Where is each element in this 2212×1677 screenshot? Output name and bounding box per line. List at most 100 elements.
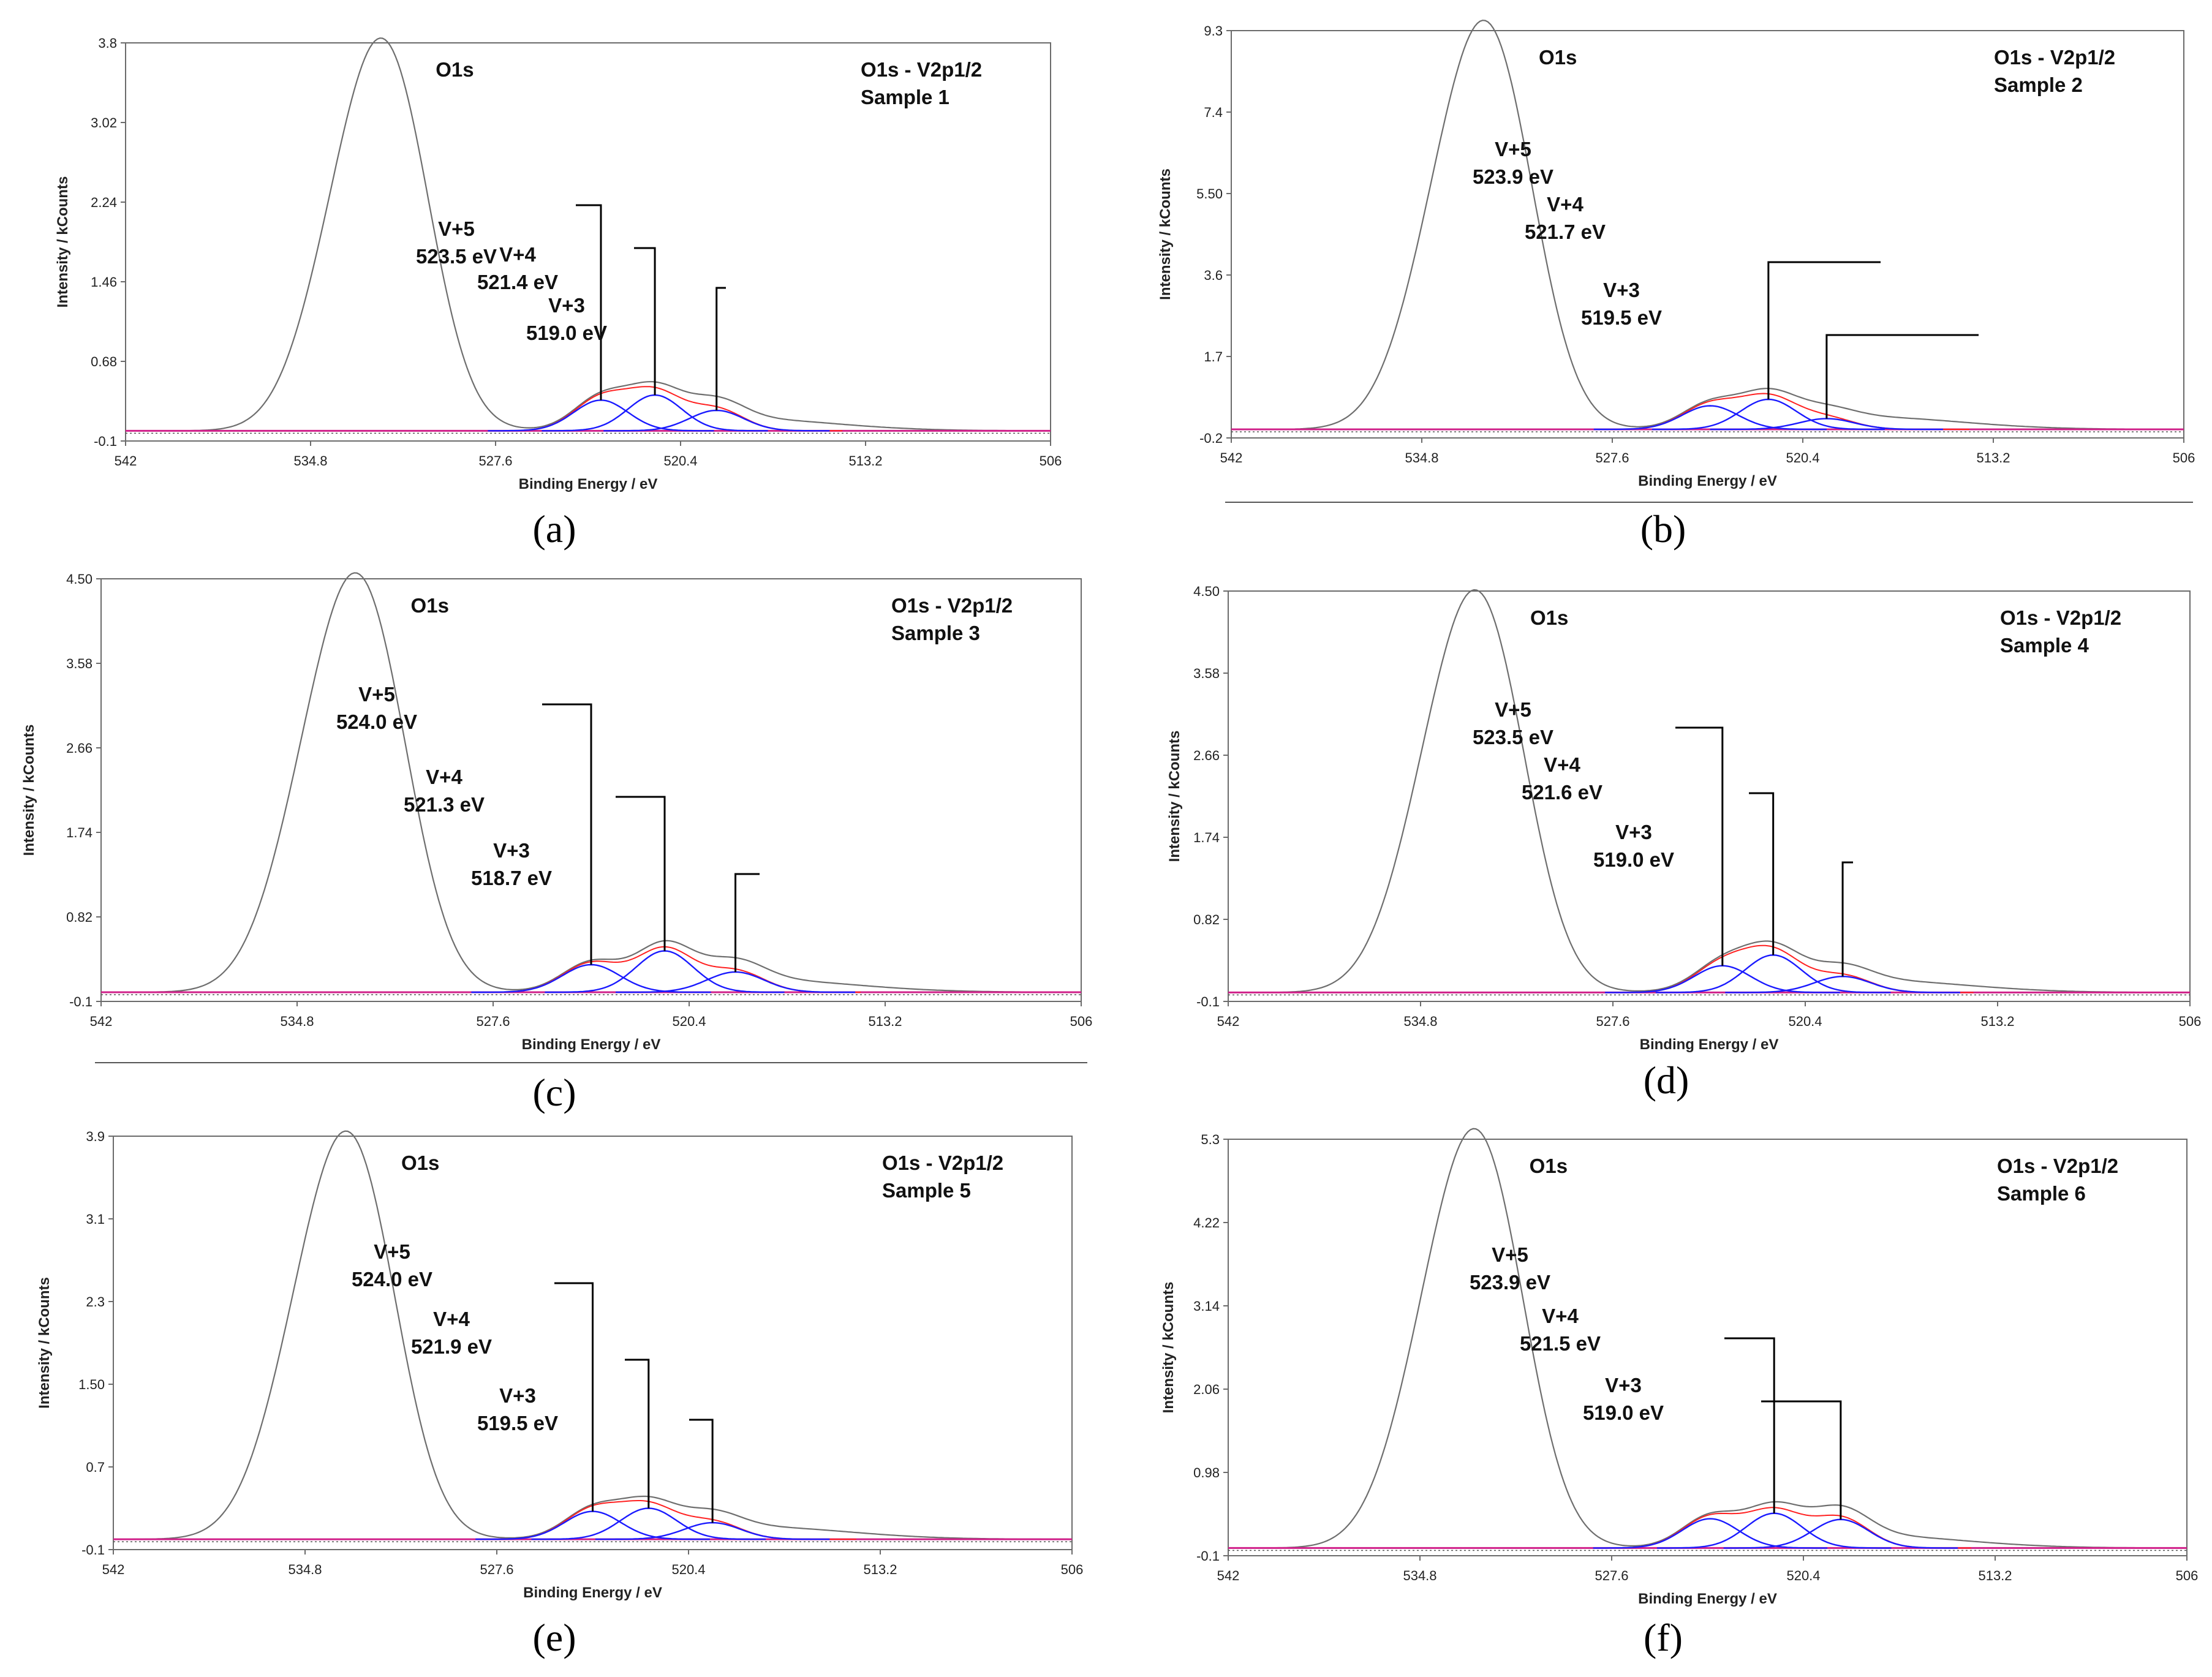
- sample-label: Sample 3: [891, 622, 980, 644]
- energy-label: 524.0 eV: [352, 1268, 432, 1291]
- panel-label: (c): [532, 1071, 576, 1114]
- x-tick-label: 542: [1217, 1568, 1240, 1583]
- panel-label: (b): [1640, 507, 1686, 551]
- o1s-label: O1s: [401, 1151, 439, 1174]
- x-axis-title: Binding Energy / eV: [1638, 473, 1777, 489]
- x-tick-label: 527.6: [476, 1014, 510, 1029]
- species-label: V+5: [1495, 698, 1531, 721]
- box-title: O1s - V2p1/2: [861, 58, 982, 81]
- o1s-label: O1s: [1539, 46, 1577, 69]
- x-tick-label: 542: [1217, 1014, 1240, 1029]
- y-tick-label: 0.82: [1193, 912, 1220, 927]
- y-tick-label: 3.8: [98, 36, 117, 51]
- x-tick-label: 527.6: [1595, 1568, 1628, 1583]
- y-tick-label: 2.66: [66, 741, 92, 756]
- sample-label: Sample 4: [2000, 634, 2089, 657]
- y-tick-label: 3.6: [1204, 268, 1223, 283]
- energy-label: 523.5 eV: [1473, 726, 1553, 748]
- x-tick-label: 506: [2173, 450, 2195, 465]
- species-label: V+3: [548, 294, 585, 317]
- energy-label: 523.9 eV: [1470, 1271, 1550, 1294]
- species-label: V+3: [1615, 821, 1652, 843]
- panel-c: -0.10.821.742.663.584.50542 534.8 527.6 520…: [21, 571, 1092, 1114]
- x-axis-title: Binding Energy / eV: [1638, 1591, 1777, 1607]
- y-tick-label: 3.58: [1193, 666, 1220, 681]
- box-title: O1s - V2p1/2: [882, 1151, 1003, 1174]
- species-label: V+5: [374, 1240, 410, 1263]
- x-axis-title: Binding Energy / eV: [1640, 1036, 1779, 1053]
- y-axis-title: Intensity / kCounts: [36, 1277, 53, 1409]
- y-tick-label: 4.22: [1193, 1215, 1220, 1230]
- x-tick-label: 506: [1070, 1014, 1093, 1029]
- x-tick-label: 506: [1040, 453, 1062, 469]
- x-tick-label: 534.8: [280, 1014, 314, 1029]
- y-tick-label: -0.1: [94, 434, 117, 449]
- o1s-label: O1s: [436, 58, 474, 81]
- species-label: V+3: [499, 1384, 536, 1407]
- y-tick-label: 3.02: [91, 115, 117, 130]
- energy-label: 524.0 eV: [336, 710, 417, 733]
- x-tick-label: 542: [90, 1014, 113, 1029]
- y-tick-label: 4.50: [1193, 584, 1220, 599]
- energy-label: 519.0 eV: [1593, 848, 1674, 871]
- panel-a: -0.10.681.462.243.023.8542 534.8 527.6 520.…: [55, 36, 1062, 551]
- y-tick-label: 1.74: [1193, 830, 1220, 845]
- x-tick-label: 513.2: [848, 453, 882, 469]
- y-tick-label: 3.9: [86, 1129, 105, 1144]
- box-title: O1s - V2p1/2: [891, 594, 1013, 617]
- y-tick-label: -0.1: [69, 994, 92, 1009]
- panel-f: -0.1 0.98 2.06 3.14 4.22 5.3 542 534.8 527.6 520.…: [1160, 1129, 2198, 1659]
- species-label: V+5: [358, 683, 395, 706]
- sample-label: Sample 5: [882, 1179, 971, 1202]
- energy-label: 518.7 eV: [471, 867, 552, 889]
- y-tick-label: 0.82: [66, 910, 92, 925]
- y-tick-label: 3.1: [86, 1212, 105, 1227]
- x-tick-label: 534.8: [1405, 450, 1438, 465]
- energy-label: 521.9 eV: [411, 1335, 492, 1358]
- x-tick-label: 520.4: [671, 1562, 705, 1577]
- species-label: V+4: [1544, 753, 1580, 776]
- y-axis-title: Intensity / kCounts: [1160, 1282, 1177, 1414]
- y-tick-label: 2.06: [1193, 1382, 1220, 1397]
- x-tick-label: 506: [2176, 1568, 2199, 1583]
- species-label: V+5: [438, 217, 475, 240]
- y-tick-label: 0.98: [1193, 1465, 1220, 1480]
- panel-label: (e): [532, 1616, 576, 1659]
- y-tick-label: 1.7: [1204, 349, 1223, 364]
- species-label: V+5: [1492, 1243, 1528, 1266]
- species-label: V+4: [499, 243, 536, 266]
- energy-label: 519.0 eV: [526, 322, 607, 344]
- x-tick-label: 527.6: [478, 453, 512, 469]
- y-tick-label: 2.66: [1193, 748, 1220, 763]
- y-tick-label: 3.14: [1193, 1298, 1220, 1314]
- y-axis-title: Intensity / kCounts: [21, 725, 37, 856]
- y-tick-label: 1.74: [66, 825, 92, 840]
- energy-label: 521.3 eV: [404, 793, 485, 816]
- species-label: V+3: [493, 839, 530, 862]
- box-title: O1s - V2p1/2: [1997, 1155, 2118, 1177]
- sample-label: Sample 2: [1994, 73, 2083, 96]
- energy-label: 519.0 eV: [1583, 1401, 1664, 1424]
- energy-label: 521.7 eV: [1525, 220, 1606, 243]
- x-tick-label: 527.6: [1596, 1014, 1629, 1029]
- y-axis-title: Intensity / kCounts: [55, 176, 71, 308]
- y-axis-title: Intensity / kCounts: [1166, 731, 1183, 862]
- x-tick-label: 506: [2179, 1014, 2202, 1029]
- y-tick-label: 5.3: [1201, 1132, 1220, 1147]
- x-tick-label: 513.2: [1976, 450, 2010, 465]
- y-tick-label: -0.1: [1196, 1548, 1220, 1564]
- y-tick-label: 1.50: [78, 1377, 105, 1392]
- box-title: O1s - V2p1/2: [1994, 46, 2115, 69]
- y-tick-label: -0.2: [1199, 431, 1223, 446]
- y-tick-label: 2.3: [86, 1294, 105, 1310]
- x-tick-label: 513.2: [1978, 1568, 2012, 1583]
- y-axis-title: Intensity / kCounts: [1157, 168, 1174, 300]
- x-tick-label: 506: [1061, 1562, 1084, 1577]
- sample-label: Sample 1: [861, 86, 949, 108]
- x-tick-label: 534.8: [293, 453, 327, 469]
- sample-label: Sample 6: [1997, 1182, 2086, 1205]
- energy-label: 523.9 eV: [1473, 165, 1553, 188]
- x-tick-label: 542: [115, 453, 137, 469]
- x-tick-label: 542: [1220, 450, 1243, 465]
- x-tick-label: 513.2: [1980, 1014, 2014, 1029]
